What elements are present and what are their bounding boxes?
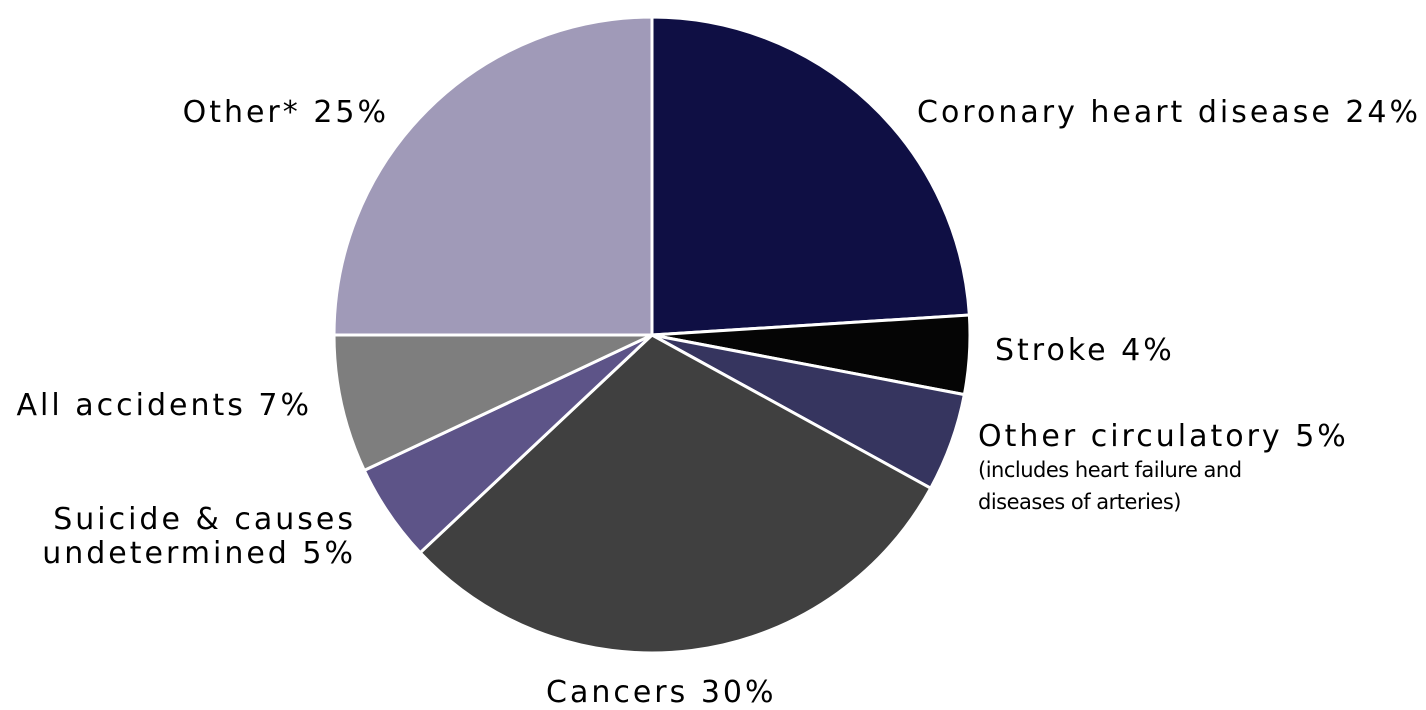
pie-slice-cancers: [418, 333, 933, 655]
label-stroke-value: 4%: [1121, 333, 1175, 368]
label-coronary-heart-disease-value: 24%: [1345, 95, 1422, 130]
label-suicide-name-line-2: undetermined: [42, 536, 290, 571]
label-all-accidents: All accidents 7%: [17, 389, 312, 423]
label-stroke: Stroke 4%: [995, 334, 1175, 368]
label-other-name: Other*: [182, 95, 301, 130]
label-coronary-heart-disease: Coronary heart disease 24%: [917, 96, 1421, 130]
label-other-circulatory: Other circulatory 5% (includes heart fai…: [978, 420, 1349, 519]
label-stroke-name: Stroke: [995, 333, 1109, 368]
label-other-value: 25%: [313, 95, 389, 130]
label-cancers: Cancers 30%: [546, 676, 777, 710]
label-other-circulatory-title: Other circulatory 5%: [978, 420, 1349, 454]
pie-slice-coronary-heart-disease: [650, 15, 971, 337]
label-suicide-line-1: Suicide & causes: [53, 502, 356, 537]
label-all-accidents-name: All accidents: [16, 388, 246, 423]
label-suicide-line-2: undetermined 5%: [42, 537, 356, 571]
label-suicide-value: 5%: [302, 536, 356, 571]
label-other-circulatory-name: Other circulatory: [978, 419, 1283, 454]
label-coronary-heart-disease-name: Coronary heart disease: [917, 95, 1333, 130]
label-other-circulatory-value: 5%: [1295, 419, 1349, 454]
label-other-circulatory-note-line-1: (includes heart failure and: [978, 458, 1242, 482]
label-suicide-causes-undetermined: Suicide & causes undetermined 5%: [42, 503, 356, 571]
label-other: Other* 25%: [183, 96, 389, 130]
pie-slice-other: [332, 15, 654, 337]
label-other-circulatory-note-line-2: diseases of arteries): [978, 490, 1181, 514]
label-cancers-name: Cancers: [546, 675, 689, 710]
label-all-accidents-value: 7%: [258, 388, 312, 423]
pie-slice-all-accidents: [332, 333, 653, 473]
label-cancers-value: 30%: [700, 675, 777, 710]
